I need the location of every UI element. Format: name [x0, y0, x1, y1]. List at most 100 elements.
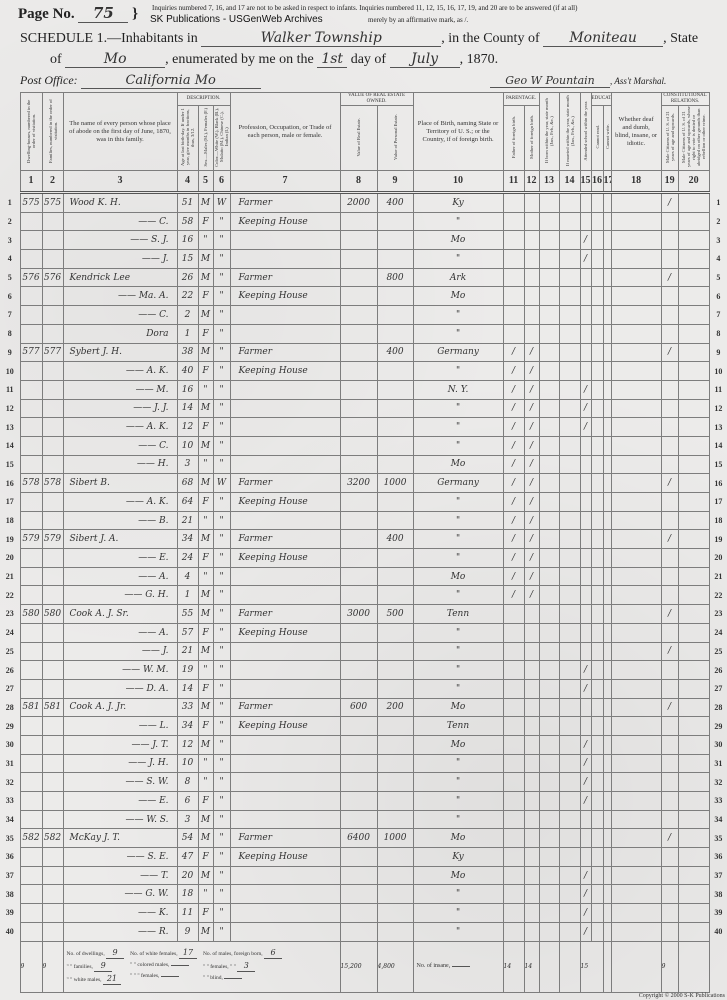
cell-birthplace: Mo: [412, 454, 504, 475]
cell-vote-denied: [677, 828, 710, 849]
cell-disability: [610, 361, 662, 381]
cell-father-foreign: /: [502, 417, 525, 437]
cell-cannot-read: [590, 192, 604, 213]
cell-personal-estate: [376, 323, 414, 344]
cell-family: 577: [41, 342, 64, 363]
line-number-right: 18: [714, 516, 723, 526]
cell-disability: [610, 529, 662, 550]
inquiry-note-suffix: merely by an affirmative mark, as /.: [368, 16, 469, 24]
cell-married-month: [558, 267, 581, 288]
cell-dwelling: 580: [19, 604, 43, 624]
father-foreign-total: 14: [502, 940, 525, 993]
cell-school: [579, 604, 592, 624]
line-number: 27: [5, 684, 14, 694]
cell-school: /: [579, 884, 592, 905]
cell-name: —— S. E.: [62, 847, 178, 867]
header-vote-denied: Male Citizens of U. S. of 21 years of ag…: [677, 105, 710, 171]
cell-school: /: [579, 417, 592, 437]
cell-cannot-write: [602, 267, 612, 288]
cell-dwelling: [19, 809, 43, 830]
cell-dwelling: [19, 566, 43, 587]
cell-born-month: [538, 192, 560, 213]
cell-born-month: [538, 660, 560, 680]
cell-married-month: [558, 342, 581, 363]
cell-sex: F: [197, 361, 214, 381]
cell-real-estate: [339, 622, 378, 643]
census-table: Dwelling-houses, numbered in the order o…: [0, 92, 727, 993]
cell-family: [41, 286, 64, 307]
cell-mother-foreign: [523, 660, 540, 680]
table-row: 33 —— E. 6 F " "/33: [0, 791, 727, 811]
cell-sex: F: [197, 716, 214, 736]
table-row: 6 —— Ma. A. 22 F " Keeping House Mo 6: [0, 286, 727, 307]
cell-color: ": [212, 267, 231, 288]
cell-occupation: Farmer: [229, 267, 341, 288]
cell-citizen: /: [660, 641, 679, 662]
cell-cannot-read: [590, 734, 604, 755]
header-school: Attended school within the year.: [579, 92, 592, 171]
cell-citizen: [660, 660, 679, 680]
cell-vote-denied: [677, 622, 710, 643]
county-value: Moniteau: [543, 30, 664, 47]
cell-family: 576: [41, 267, 64, 288]
cell-dwelling: [19, 865, 43, 886]
cell-name: —— G. H.: [62, 585, 178, 606]
cell-name: Sibert J. A.: [62, 529, 178, 550]
cell-age: 21: [176, 510, 199, 531]
cell-disability: [610, 510, 662, 531]
cell-occupation: [229, 566, 341, 587]
cell-real-estate: [339, 903, 378, 923]
cell-age: 22: [176, 286, 199, 307]
post-office-line: Post Office: California Mo: [20, 73, 261, 89]
cell-family: [41, 884, 64, 905]
cell-vote-denied: [677, 211, 710, 232]
header-age: Age at last birth-day. If under 1 year, …: [176, 105, 199, 171]
cell-birthplace: ": [412, 903, 504, 923]
cell-school: /: [579, 734, 592, 755]
cell-family: [41, 791, 64, 811]
cell-occupation: [229, 641, 341, 662]
cell-occupation: Farmer: [229, 342, 341, 363]
cell-cannot-read: [590, 305, 604, 325]
cell-real-estate: [339, 454, 378, 475]
cell-dwelling: [19, 510, 43, 531]
cell-age: 55: [176, 604, 199, 624]
column-number-blank: [0, 171, 20, 193]
cell-born-month: [538, 678, 560, 699]
cell-disability: [610, 903, 662, 923]
cell-occupation: [229, 417, 341, 437]
cell-age: 14: [176, 398, 199, 419]
cell-married-month: [558, 286, 581, 307]
cell-name: —— H.: [62, 454, 178, 475]
cell-age: 57: [176, 622, 199, 643]
table-row: 1 575 575 Wood K. H. 51 M W Farmer 2000 400 Ky/1: [0, 192, 727, 213]
cell-born-month: [538, 323, 560, 344]
cell-age: 10: [176, 435, 199, 456]
cell-personal-estate: [376, 492, 414, 512]
cell-dwelling: 576: [19, 267, 43, 288]
watermark: SK Publications - USGenWeb Archives: [150, 14, 323, 25]
cell-vote-denied: [677, 548, 710, 568]
cell-personal-estate: [376, 435, 414, 456]
column-number-blank: [709, 171, 727, 193]
of-label: of: [50, 52, 62, 67]
cell-color: ": [212, 622, 231, 643]
column-number: 19: [660, 170, 679, 194]
cell-cannot-write: [602, 454, 612, 475]
cell-occupation: Farmer: [229, 828, 341, 849]
header-citizen: Male Citizens of U. S. of 21 years of ag…: [660, 105, 679, 171]
cell-father-foreign: [502, 697, 525, 718]
cell-age: 18: [176, 884, 199, 905]
cell-school: [579, 847, 592, 867]
cell-sex: ": [197, 230, 214, 251]
cell-vote-denied: [677, 492, 710, 512]
line-number: 8: [7, 329, 12, 339]
table-row: 8 Dora 1 F " " 8: [0, 323, 727, 344]
cell-occupation: [229, 921, 341, 942]
cell-real-estate: [339, 417, 378, 437]
cell-married-month: [558, 566, 581, 587]
cell-sex: ": [197, 660, 214, 680]
cell-personal-estate: [376, 622, 414, 643]
header-cannot-read: Cannot read.: [590, 105, 604, 171]
cell-mother-foreign: /: [523, 361, 540, 381]
